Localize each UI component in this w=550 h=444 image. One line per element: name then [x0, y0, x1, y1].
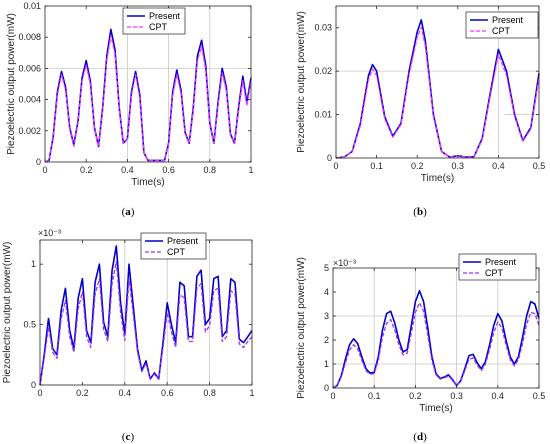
chart-panel-c: 0 0.2 0.4 0.6 0.8 1 0 0.5 1 ×10⁻³ Piezoelectric ou…	[2, 228, 255, 443]
y-multiplier: ×10⁻³	[333, 258, 356, 268]
x-tick-label: 0.2	[411, 161, 424, 171]
y-tick-label: 4	[324, 287, 329, 297]
plot-area	[333, 268, 539, 388]
x-axis-label: Time(s)	[421, 173, 455, 184]
x-tick-label: 0	[42, 165, 47, 175]
legend-box	[140, 232, 207, 260]
y-axis-label: Piezoelectric output power(mW)	[6, 13, 17, 155]
y-tick-label: 0.01	[314, 110, 332, 120]
x-tick-label: 0.4	[492, 391, 505, 401]
series-line-cpt	[44, 34, 252, 163]
y-axis-label: Piezoelectric output power(mW)	[296, 11, 307, 153]
caption-close: )	[423, 431, 427, 443]
y-multiplier: ×10⁻³	[38, 228, 61, 238]
caption-letter: d	[417, 431, 423, 443]
caption-close: )	[131, 206, 135, 218]
x-tick-label: 0.8	[203, 388, 216, 398]
y-tick-label: 0.004	[18, 95, 41, 105]
y-tick-label: 0	[36, 157, 41, 167]
x-tick-label: 0.6	[161, 388, 174, 398]
y-tick-label: 0.02	[314, 66, 332, 76]
y-tick-label: 5	[324, 263, 329, 273]
legend-box	[458, 253, 537, 281]
x-tick-label: 0.1	[370, 161, 383, 171]
x-tick-label: 0.4	[492, 161, 505, 171]
caption-open: (	[122, 431, 126, 443]
legend-box	[465, 11, 539, 39]
x-tick-label: 0.2	[80, 165, 93, 175]
legend-label-cpt: CPT	[492, 26, 511, 36]
legend-label-present: Present	[485, 257, 517, 267]
x-tick-label: 0.6	[162, 165, 175, 175]
y-tick-label: 1	[31, 259, 36, 269]
y-tick-label: 0.01	[23, 1, 41, 11]
series-line-cpt	[39, 261, 253, 386]
legend-label-present: Present	[149, 11, 181, 21]
y-tick-label: 0	[31, 380, 36, 390]
axes-frame	[44, 5, 252, 163]
x-tick-label: 0.5	[533, 161, 546, 171]
y-tick-label: 2	[324, 335, 329, 345]
legend-label-cpt: CPT	[167, 247, 186, 257]
axes-frame	[332, 267, 540, 389]
x-axis-label: Time(s)	[131, 177, 165, 188]
caption-close: )	[130, 431, 134, 443]
x-tick-label: 0.2	[409, 391, 422, 401]
x-tick-label: 0	[37, 388, 42, 398]
x-tick-label: 0.5	[533, 391, 546, 401]
series-line-cpt	[332, 302, 540, 389]
legend-label-cpt: CPT	[485, 268, 504, 278]
caption-close: )	[423, 206, 427, 218]
caption-open: (	[413, 206, 417, 218]
chart-panel-b: 0 0.1 0.2 0.3 0.4 0.5 0 0.01 0.02 0.03 Time(s) Piez…	[296, 5, 546, 218]
y-tick-label: 3	[324, 311, 329, 321]
panel-caption: (b)	[413, 206, 427, 218]
y-axis-label: Piezoelectric output power(mW)	[296, 257, 307, 399]
x-tick-label: 0.2	[76, 388, 89, 398]
caption-open: (	[413, 431, 417, 443]
series-line-present	[335, 19, 540, 159]
caption-open: (	[122, 206, 126, 218]
panel-caption: (a)	[122, 206, 135, 218]
chart-panel-a: 0 0.2 0.4 0.6 0.8 1 0 0.002 0.004 0.006 0.008 0.01 T…	[6, 1, 254, 218]
chart-panel-d: 0 0.1 0.2 0.3 0.4 0.5 0 1 2 3 4 5 ×10⁻³ Time(s) Piezoe…	[296, 253, 546, 443]
legend-box	[122, 7, 186, 35]
y-tick-label: 0.006	[18, 63, 41, 73]
caption-letter: b	[417, 206, 423, 218]
legend-label-present: Present	[492, 15, 524, 25]
caption-letter: a	[125, 206, 131, 218]
y-tick-label: 0.008	[18, 32, 41, 42]
panel-caption: (d)	[413, 431, 427, 443]
axes-frame	[335, 5, 540, 159]
x-axis-label: Time(s)	[419, 403, 453, 414]
x-tick-label: 0	[330, 391, 335, 401]
y-tick-label: 0.002	[18, 126, 41, 136]
legend-label-present: Present	[167, 236, 199, 246]
y-tick-label: 0.5	[23, 320, 36, 330]
y-tick-label: 0	[327, 153, 332, 163]
y-tick-label: 0	[324, 383, 329, 393]
x-tick-label: 0.1	[368, 391, 381, 401]
y-tick-label: 1	[324, 359, 329, 369]
x-tick-label: 0.8	[204, 165, 217, 175]
x-tick-label: 1	[249, 388, 254, 398]
x-tick-label: 0.3	[450, 391, 463, 401]
y-axis-label: Piezoelectric output power(mW)	[2, 242, 13, 384]
series-line-cpt	[335, 26, 540, 159]
x-tick-label: 0.4	[119, 388, 132, 398]
caption-letter: c	[126, 431, 131, 443]
y-tick-label: 0.03	[314, 23, 332, 33]
legend-label-cpt: CPT	[149, 22, 168, 32]
x-tick-label: 0.3	[452, 161, 465, 171]
panel-caption: (c)	[122, 431, 135, 443]
x-tick-label: 0.4	[121, 165, 134, 175]
x-tick-label: 1	[248, 165, 253, 175]
x-tick-label: 0	[333, 161, 338, 171]
